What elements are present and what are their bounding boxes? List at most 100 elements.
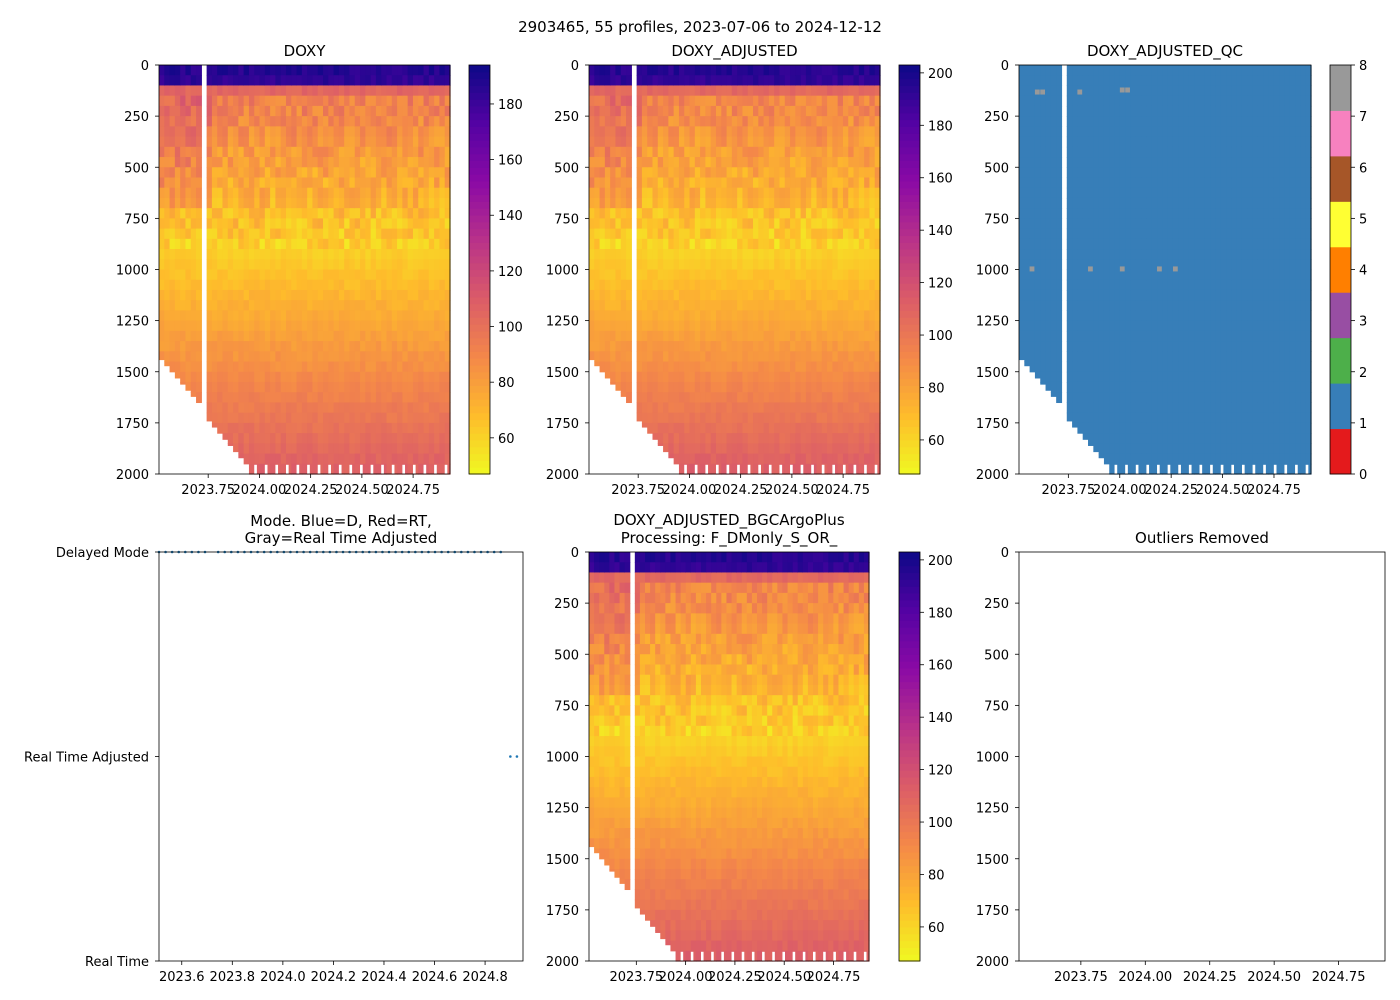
doxy-cell	[291, 105, 298, 117]
doxy-colorbar-band	[469, 85, 490, 93]
doxy_adjusted-cell	[652, 341, 659, 352]
doxy-cell	[418, 371, 425, 383]
doxy_adjusted_qc-cell	[1040, 116, 1047, 127]
doxy_adjusted-cell	[837, 361, 844, 373]
doxy-cell	[264, 402, 271, 414]
doxy-cell	[264, 85, 271, 97]
doxy-cell	[439, 146, 446, 158]
doxy_adjusted_qc-cell	[1024, 197, 1031, 209]
doxy-bottom-gap	[360, 464, 363, 474]
doxy-cell	[338, 463, 345, 475]
doxy-cell	[280, 453, 287, 465]
doxy-cell	[185, 177, 192, 189]
doxy-cell	[211, 238, 218, 250]
doxy_adjusted-cell	[800, 402, 807, 414]
doxy-cell	[217, 259, 224, 271]
doxy-cell	[360, 259, 366, 271]
doxy-colorbar-band	[469, 71, 490, 80]
doxy-cell	[275, 157, 282, 168]
doxy_adjusted-xtick-label: 2024.25	[714, 483, 768, 498]
doxy_adjusted-cell	[742, 116, 749, 127]
doxy-cell	[211, 167, 218, 179]
doxy_adjusted-cell	[784, 85, 791, 97]
doxy_adjusted-cell	[636, 341, 643, 352]
doxy-cell	[296, 105, 303, 117]
doxy_adjusted-cell	[858, 136, 865, 148]
doxy_adjusted-cell	[673, 341, 680, 352]
doxy-cell	[434, 279, 441, 291]
doxy-cell	[217, 146, 224, 158]
doxy_adjusted-cell	[737, 85, 744, 97]
doxy-cell	[381, 310, 388, 322]
doxy-colorbar-band	[469, 296, 490, 305]
doxy_adjusted-cell	[663, 289, 669, 301]
doxy-cell	[185, 197, 192, 209]
doxy-cell	[312, 146, 319, 158]
doxy-cell	[381, 412, 388, 424]
doxy-cell	[428, 105, 435, 117]
doxy-cell	[317, 85, 324, 97]
doxy-cell	[206, 146, 213, 158]
doxy-cell	[434, 422, 441, 434]
doxy_adjusted-cell	[747, 443, 754, 455]
doxy-cell	[333, 85, 340, 97]
doxy-cell	[312, 208, 319, 219]
doxy-cell	[323, 218, 329, 230]
doxy-cell	[323, 381, 329, 393]
doxy_adjusted-cell	[753, 259, 759, 271]
doxy-cell	[243, 167, 250, 179]
doxy_adjusted-cell	[599, 289, 606, 301]
doxy_adjusted_qc-cell	[1029, 361, 1036, 373]
doxy-cell	[418, 75, 425, 87]
doxy_adjusted-cell	[663, 422, 669, 434]
doxy_adjusted-cell	[842, 85, 849, 97]
doxy_adjusted_qc-cell	[1072, 392, 1078, 404]
doxy_adjusted_qc-cell	[1082, 433, 1089, 440]
doxy-cell	[174, 320, 181, 332]
doxy-cell	[307, 187, 314, 199]
doxy_adjusted-cell	[784, 95, 791, 107]
doxy_adjusted-cell	[737, 330, 744, 342]
doxy-cell	[381, 167, 388, 179]
doxy_adjusted-cell	[700, 167, 706, 179]
doxy_adjusted-cell	[753, 320, 759, 332]
doxy_adjusted-cell	[869, 289, 876, 301]
doxy_adjusted-cell	[747, 330, 754, 342]
doxy-colorbar-label: 60	[498, 432, 515, 447]
doxy_adjusted-cell	[615, 300, 622, 311]
doxy_adjusted-cell	[758, 320, 765, 332]
doxy_adjusted-cell	[874, 402, 881, 414]
doxy_adjusted-cell	[763, 341, 770, 352]
doxy_adjusted-cell	[652, 95, 659, 107]
doxy_adjusted_qc-cell	[1103, 279, 1110, 291]
doxy-cell	[296, 412, 303, 424]
doxy-cell	[439, 157, 446, 168]
doxy-cell	[354, 136, 361, 148]
doxy-cell	[349, 85, 356, 97]
doxy-cell	[344, 463, 351, 475]
doxy-cell	[349, 249, 356, 260]
doxy_adjusted-cell	[779, 116, 786, 127]
doxy-cell	[323, 187, 329, 199]
doxy_adjusted-cell	[774, 208, 781, 219]
doxy_adjusted_qc-cell	[1045, 85, 1052, 97]
doxy_adjusted-cell	[805, 126, 812, 138]
doxy_adjusted-cell	[753, 197, 759, 209]
doxy_adjusted_qc-cell	[1093, 187, 1100, 199]
doxy-cell	[196, 75, 202, 87]
doxy-cell	[264, 443, 271, 455]
doxy_adjusted-cell	[874, 105, 881, 117]
doxy_adjusted-cell	[811, 95, 818, 107]
doxy_adjusted_qc-cell	[1093, 361, 1100, 373]
doxy_adjusted-cell	[726, 116, 733, 127]
doxy-cell	[328, 65, 335, 76]
doxy-colorbar-band	[469, 364, 490, 373]
doxy_adjusted-cell	[737, 116, 744, 127]
doxy_adjusted-cell	[874, 249, 881, 260]
doxy-cell	[323, 228, 329, 240]
doxy_adjusted-cell	[737, 177, 744, 189]
doxy_adjusted-cell	[668, 279, 675, 291]
doxy-cell	[338, 146, 345, 158]
doxy-colorbar-band	[469, 378, 490, 386]
doxy-cell	[301, 136, 308, 148]
